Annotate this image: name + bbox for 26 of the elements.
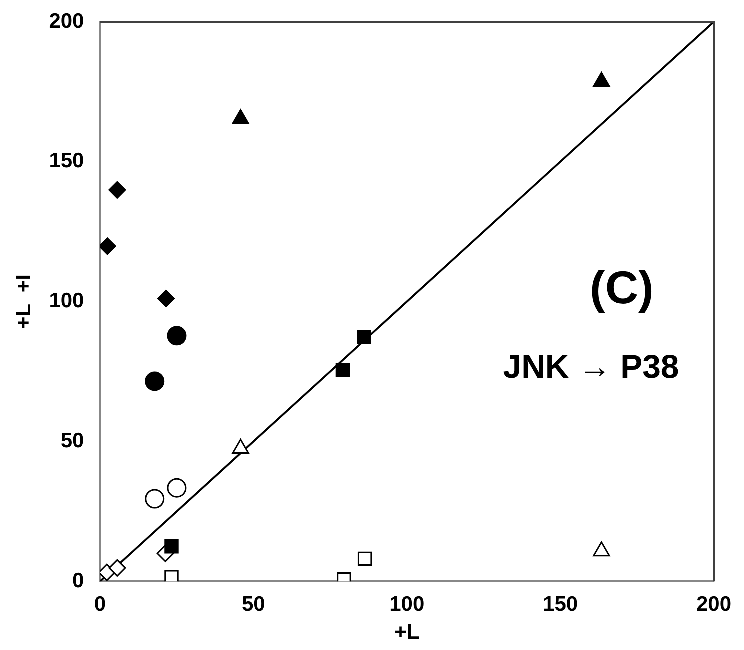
- x-axis-title: +L: [394, 621, 420, 644]
- point: [145, 489, 165, 509]
- point: [167, 326, 187, 346]
- point: [357, 330, 372, 344]
- x-tick-label: 0: [94, 592, 106, 616]
- x-tick-label: 50: [242, 592, 266, 616]
- point: [108, 559, 126, 577]
- y-tick-label: 200: [49, 10, 84, 33]
- point: [336, 363, 350, 378]
- y-tick-label: 50: [60, 429, 84, 452]
- point: [164, 570, 179, 582]
- x-tick-label: 100: [390, 592, 425, 616]
- y-axis-title: +L +I: [12, 274, 36, 330]
- point: [145, 372, 165, 392]
- x-tick-label: 150: [543, 592, 578, 616]
- point: [157, 290, 175, 308]
- y-tick-label: 0: [72, 569, 84, 592]
- x-tick-label: 200: [696, 592, 732, 616]
- y-tick-label: 150: [49, 150, 84, 173]
- point: [358, 552, 372, 566]
- annotation: JNK → P38: [503, 348, 680, 386]
- point: [167, 478, 187, 498]
- point: [100, 238, 116, 256]
- y-tick-label: 100: [49, 290, 84, 313]
- annotation: (C): [590, 261, 654, 314]
- point: [108, 181, 126, 199]
